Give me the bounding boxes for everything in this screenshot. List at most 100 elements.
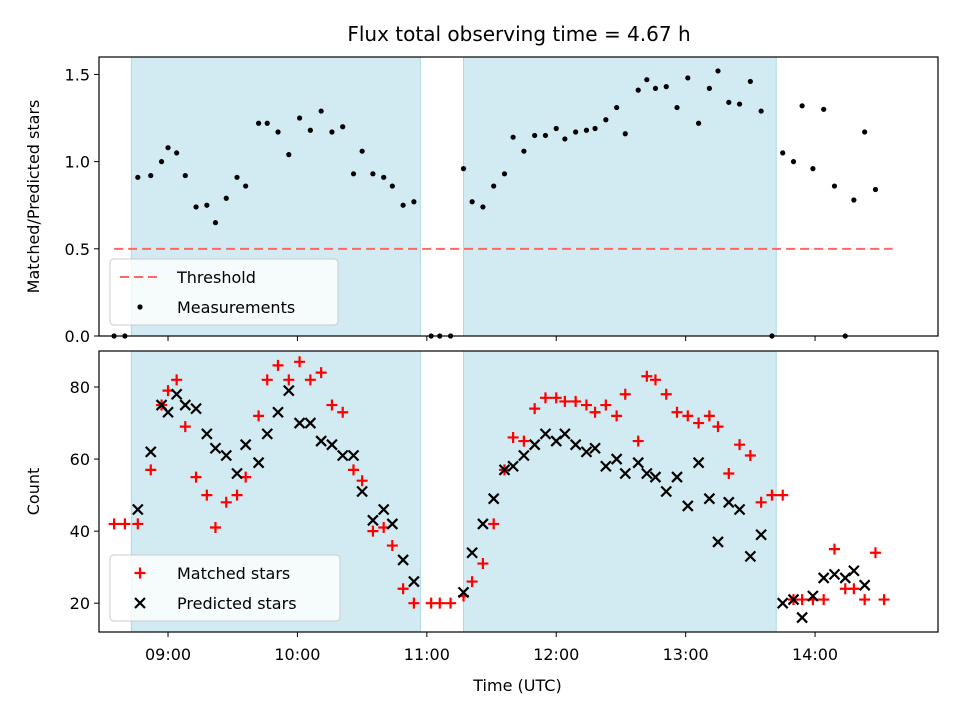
predicted-point [377, 503, 390, 516]
y-tick-label: 40 [70, 522, 90, 541]
measurement-point [799, 103, 805, 109]
measurement-point [182, 172, 188, 179]
predicted-point [796, 611, 808, 624]
measurement-point [652, 85, 659, 91]
observing-window [463, 350, 777, 633]
matched-point [611, 410, 623, 422]
measurement-point [264, 120, 270, 126]
predicted-point [641, 467, 653, 480]
measurement-point [583, 127, 590, 133]
y-tick-label: 20 [70, 594, 90, 613]
measurement-point [715, 68, 721, 74]
measurement-point [635, 87, 641, 93]
matched-point [367, 525, 379, 537]
predicted-point [162, 406, 174, 419]
measurement-point [532, 132, 538, 139]
predicted-point [848, 564, 860, 577]
predicted-point [315, 435, 327, 447]
matched-point [632, 435, 644, 447]
matched-point [507, 431, 519, 443]
measurement-point [193, 204, 199, 210]
measurement-point [510, 134, 516, 140]
predicted-point [518, 449, 530, 462]
matched-point [619, 388, 631, 400]
measurement-point [174, 150, 180, 156]
predicted-point [326, 438, 338, 451]
measurement-point [851, 197, 857, 203]
matched-point [766, 489, 778, 501]
matched-point [253, 410, 265, 422]
predicted-point [733, 503, 746, 516]
measurement-point [307, 127, 313, 133]
observing-window [463, 56, 777, 337]
predicted-point [487, 492, 500, 505]
matched-point [119, 518, 131, 530]
matched-point [649, 374, 661, 386]
matched-point [712, 421, 724, 433]
matched-point [190, 471, 202, 483]
measurement-point [542, 132, 549, 139]
predicted-point [682, 500, 694, 512]
predicted-point [660, 485, 673, 498]
measurement-point [862, 129, 868, 135]
legend-measurement-swatch [137, 304, 143, 310]
matched-point [848, 583, 860, 595]
axes-frame [98, 350, 939, 633]
measurement-point [411, 199, 417, 205]
count-panel: 20 40 60 80 09:00 10:00 11:00 12:00 13:00 14:00 Co… [24, 350, 939, 695]
predicted-point [477, 518, 489, 530]
y-tick-label: 0.5 [65, 240, 90, 259]
predicted-point [671, 471, 683, 483]
predicted-point [807, 590, 819, 602]
legend-predicted-swatch [134, 597, 146, 609]
measurement-point [831, 183, 838, 189]
predicted-point [498, 464, 511, 476]
measurement-point [359, 148, 365, 154]
x-tick-label: 13:00 [663, 645, 709, 664]
measurement-point [810, 166, 816, 172]
predicted-point [304, 417, 317, 429]
chart-title: Flux total observing time = 4.67 h [347, 22, 690, 46]
predicted-point [466, 546, 478, 559]
predicted-point [632, 456, 644, 469]
measurement-point [340, 124, 346, 130]
predicted-point [367, 514, 379, 527]
measurement-point [685, 75, 691, 81]
legend-matched-swatch [134, 567, 146, 579]
matched-point [477, 558, 489, 570]
measurement-point [286, 152, 292, 158]
x-tick-label: 14:00 [792, 645, 838, 664]
y-axis-label: Matched/Predicted stars [24, 100, 43, 294]
predicted-point [144, 446, 157, 458]
measurement-point [204, 202, 210, 208]
predicted-point [239, 438, 252, 451]
matched-point [682, 410, 694, 422]
predicted-point [619, 467, 632, 480]
measurement-point [821, 106, 827, 112]
matched-point [550, 392, 562, 404]
matched-point [434, 597, 446, 609]
measurement-point [706, 85, 712, 91]
measurement-point [234, 174, 240, 180]
measurement-point [256, 120, 262, 126]
predicted-point [755, 528, 767, 541]
predicted-point [828, 568, 841, 581]
predicted-point [336, 449, 349, 462]
legend-label: Threshold [176, 268, 256, 287]
matched-point [386, 540, 398, 552]
x-tick-label: 10:00 [274, 645, 320, 664]
predicted-point [457, 586, 470, 599]
y-tick-label: 60 [70, 450, 90, 469]
measurement-point [758, 108, 764, 114]
x-tick-label: 11:00 [404, 645, 450, 664]
matched-point [408, 597, 420, 609]
predicted-point [649, 471, 662, 483]
matched-point [304, 374, 316, 386]
measurement-point [573, 129, 579, 135]
predicted-point [600, 460, 612, 473]
legend: Matched stars Predicted stars [109, 554, 341, 622]
measurement-point [329, 129, 335, 135]
matched-point [693, 417, 705, 429]
axes-frame [98, 56, 939, 337]
